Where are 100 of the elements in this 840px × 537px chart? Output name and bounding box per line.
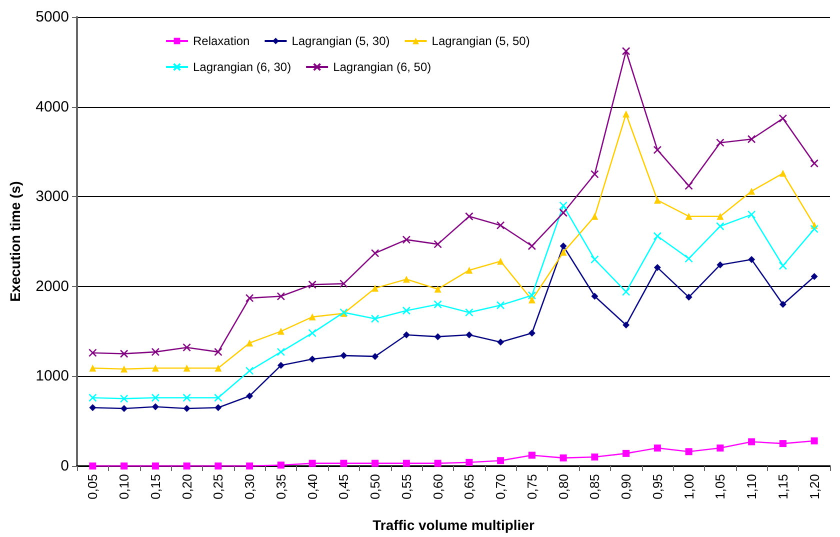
point [151,348,160,356]
point [277,462,284,469]
point [245,294,254,302]
point [591,292,598,300]
point [497,457,504,464]
point [372,284,379,292]
point [622,46,630,56]
point [778,262,788,270]
point [120,350,128,358]
x-tick-label: 0,40 [304,474,320,500]
point [747,210,756,219]
y-tick-label: 0 [60,458,69,474]
point [779,170,786,177]
point [89,404,96,412]
y-tick-label: 3000 [36,188,69,206]
point [308,313,316,320]
point [684,254,693,263]
point [308,328,316,338]
point [182,394,191,402]
point [276,348,286,356]
point [685,294,692,301]
point [560,242,567,250]
point [434,460,442,467]
point [120,405,128,412]
point [466,266,473,274]
point [654,444,661,452]
point [89,364,96,372]
point [277,328,284,335]
point [779,300,786,308]
point [716,138,724,147]
point [810,437,818,444]
point [590,255,599,264]
point [402,460,410,467]
legend-label: Lagrangian (5, 50) [432,34,530,48]
point [183,364,190,372]
x-tick-label: 0,55 [398,474,414,500]
point [748,256,756,263]
x-tick-label: 0,10 [116,474,132,500]
x-tick-label: 0,05 [85,474,100,500]
x-tick-label: 0,60 [430,474,446,500]
point [496,221,505,230]
point [466,458,473,466]
point [497,338,504,346]
x-tick-label: 1,05 [712,474,728,500]
point [308,280,316,289]
point [591,212,598,220]
point [434,300,442,309]
point [685,212,692,220]
point [182,343,191,352]
legend-label: Lagrangian (6, 50) [333,60,432,74]
point [622,450,630,457]
point [716,222,724,230]
point [308,460,316,467]
point [748,438,756,446]
point [89,462,96,470]
point [152,462,159,470]
point [245,366,254,375]
legend-label: Lagrangian (6, 30) [193,60,292,74]
x-tick-label: 0,65 [462,474,477,500]
x-tick-label: 0,95 [650,474,665,500]
point [654,196,661,204]
x-tick-label: 1,10 [744,474,760,500]
point [152,403,159,410]
point [716,261,724,268]
point [214,364,222,372]
point [559,201,568,210]
x-tick-label: 0,20 [179,474,194,500]
x-tick-label: 0,45 [336,474,352,500]
x-tick-label: 0,30 [242,474,258,500]
x-tick-label: 0,90 [618,474,634,500]
point [370,249,380,258]
legend-label: Lagrangian (5, 30) [292,34,390,48]
x-axis-title: Traffic volume multiplier [372,517,535,533]
point [434,333,442,340]
point [340,280,348,288]
x-tick-label: 1,20 [806,474,822,500]
point [622,288,630,296]
point [528,296,536,304]
point [120,462,128,470]
point [214,462,222,470]
point [591,454,598,461]
point [372,460,379,467]
point [340,460,348,467]
point [120,394,128,403]
point [684,182,693,190]
point [465,308,474,317]
point [497,258,504,265]
y-tick-label: 1000 [36,368,69,385]
point [88,394,97,402]
point [183,462,190,470]
point [560,454,567,462]
point [246,462,254,470]
x-tick-label: 0,85 [587,474,602,500]
point [370,314,380,323]
point [716,444,724,452]
point [748,188,756,195]
point [528,242,536,250]
point [528,291,536,300]
legend-label: Relaxation [193,34,250,48]
point [214,348,222,356]
